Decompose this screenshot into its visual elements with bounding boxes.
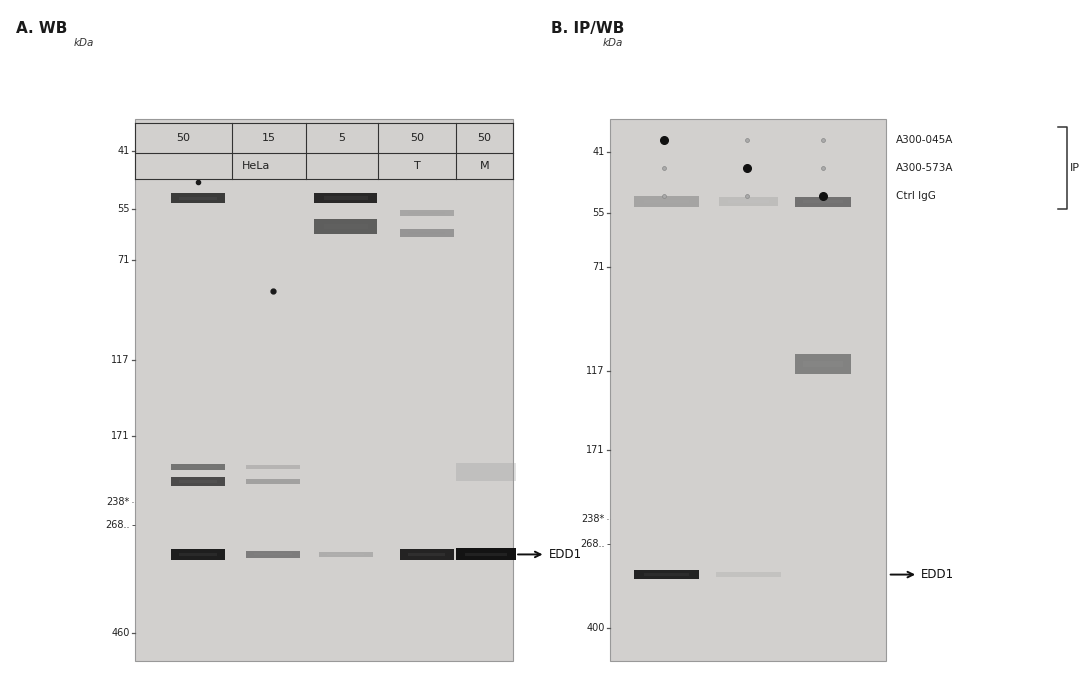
Bar <box>246 551 300 558</box>
Text: 5: 5 <box>338 132 346 143</box>
Bar <box>634 570 699 580</box>
Bar <box>795 354 851 374</box>
Bar <box>171 477 225 486</box>
Text: 50: 50 <box>410 132 423 143</box>
Text: 171: 171 <box>586 445 605 455</box>
Bar <box>634 196 699 207</box>
Bar <box>324 224 367 229</box>
Bar <box>610 119 886 661</box>
Text: 238*: 238* <box>581 514 605 524</box>
Text: T: T <box>414 160 420 171</box>
Bar <box>465 553 507 556</box>
Bar <box>255 480 292 482</box>
Bar <box>255 466 292 468</box>
Bar <box>795 197 851 206</box>
Text: 238*: 238* <box>106 497 130 507</box>
Text: 268..: 268.. <box>105 520 130 531</box>
Bar <box>804 361 842 367</box>
Bar <box>465 469 507 475</box>
Bar <box>179 480 217 482</box>
Bar <box>728 200 769 203</box>
Bar <box>179 553 217 556</box>
Bar <box>314 219 377 234</box>
Bar <box>408 212 445 214</box>
Bar <box>319 552 373 557</box>
Bar <box>408 553 445 556</box>
Text: 268..: 268.. <box>580 539 605 550</box>
Text: 71: 71 <box>118 256 130 265</box>
Bar <box>246 465 300 469</box>
Text: A. WB: A. WB <box>16 21 68 36</box>
Text: Ctrl IgG: Ctrl IgG <box>896 191 936 201</box>
Text: 41: 41 <box>593 147 605 157</box>
Text: 171: 171 <box>111 430 130 441</box>
Text: A300-573A: A300-573A <box>896 163 954 173</box>
Text: EDD1: EDD1 <box>921 568 955 581</box>
Text: kDa: kDa <box>603 38 623 48</box>
Text: 55: 55 <box>592 209 605 218</box>
Bar <box>644 573 689 576</box>
Bar <box>726 574 771 575</box>
Text: B. IP/WB: B. IP/WB <box>551 21 624 36</box>
Text: 41: 41 <box>118 146 130 155</box>
Bar <box>457 463 516 481</box>
Bar <box>400 229 454 237</box>
Text: 50: 50 <box>177 132 190 143</box>
Text: EDD1: EDD1 <box>549 548 582 561</box>
Text: kDa: kDa <box>73 38 94 48</box>
Text: 71: 71 <box>593 262 605 272</box>
Bar <box>804 200 842 203</box>
Bar <box>644 200 689 204</box>
Bar <box>324 197 367 199</box>
Text: 55: 55 <box>117 204 130 214</box>
Bar <box>171 549 225 560</box>
Bar <box>314 193 377 203</box>
Text: 400: 400 <box>586 623 605 633</box>
Bar <box>171 464 225 470</box>
Bar <box>716 572 781 578</box>
Bar <box>400 210 454 216</box>
Bar <box>719 197 779 206</box>
Bar <box>408 232 445 235</box>
Text: 50: 50 <box>477 132 491 143</box>
Bar <box>326 554 364 555</box>
Bar <box>400 550 454 560</box>
Text: HeLa: HeLa <box>242 160 271 171</box>
Text: 460: 460 <box>111 628 130 638</box>
Text: 117: 117 <box>586 366 605 376</box>
Text: A300-045A: A300-045A <box>896 135 954 145</box>
Bar <box>246 479 300 484</box>
Bar <box>135 119 513 661</box>
Bar <box>179 466 217 468</box>
Bar <box>179 197 217 199</box>
Text: 117: 117 <box>111 355 130 365</box>
Bar <box>457 549 516 561</box>
Text: IP: IP <box>1070 163 1080 173</box>
Text: 15: 15 <box>262 132 275 143</box>
Text: M: M <box>480 160 489 171</box>
Bar <box>171 193 225 203</box>
Bar <box>255 554 292 556</box>
